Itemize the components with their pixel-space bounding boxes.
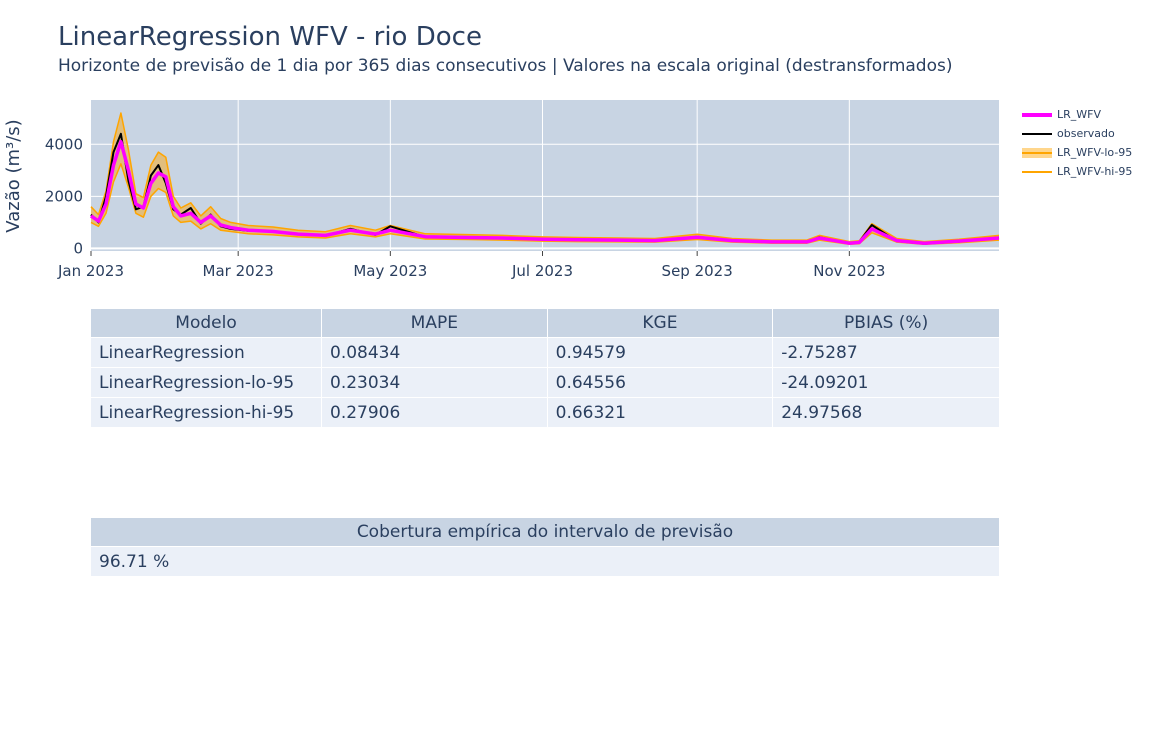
legend-label: LR_WFV bbox=[1057, 108, 1101, 121]
table-cell: LinearRegression bbox=[91, 338, 323, 368]
table-cell: 0.08434 bbox=[322, 338, 548, 368]
table-cell: 0.94579 bbox=[547, 338, 774, 368]
column-header: MAPE bbox=[322, 309, 548, 338]
x-tick-label: Jul 2023 bbox=[511, 262, 573, 280]
y-tick-label: 4000 bbox=[45, 135, 83, 153]
legend-swatch-orange-icon bbox=[1022, 171, 1052, 173]
gridlines bbox=[91, 100, 999, 251]
x-tick-label: Sep 2023 bbox=[662, 262, 733, 280]
y-axis-ticks: 0 2000 4000 bbox=[45, 135, 83, 257]
table-cell: 0.23034 bbox=[322, 368, 548, 398]
legend-swatch-magenta-icon bbox=[1022, 113, 1052, 117]
table-row: LinearRegression 0.08434 0.94579 -2.7528… bbox=[91, 338, 999, 368]
chart-title: LinearRegression WFV - rio Doce bbox=[58, 22, 482, 52]
series-lines bbox=[90, 112, 1000, 245]
table-row: LinearRegression-lo-95 0.23034 0.64556 -… bbox=[91, 368, 999, 398]
table-cell: LinearRegression-hi-95 bbox=[91, 398, 323, 428]
chart-subtitle: Horizonte de previsão de 1 dia por 365 d… bbox=[58, 56, 953, 76]
coverage-header: Cobertura empírica do intervalo de previ… bbox=[91, 518, 999, 547]
table-cell: -24.09201 bbox=[773, 368, 999, 398]
table-cell: 0.64556 bbox=[547, 368, 774, 398]
y-tick-label: 0 bbox=[73, 239, 83, 257]
legend-swatch-band-icon bbox=[1022, 148, 1052, 158]
legend-label: LR_WFV-lo-95 bbox=[1057, 146, 1133, 159]
table-cell: LinearRegression-lo-95 bbox=[91, 368, 323, 398]
x-axis-ticks: Jan 2023 Mar 2023 May 2023 Jul 2023 Sep 2023… bbox=[57, 251, 885, 280]
table-cell: 0.66321 bbox=[547, 398, 774, 428]
table-header-row: Cobertura empírica do intervalo de previ… bbox=[91, 518, 999, 547]
plot-area bbox=[91, 100, 999, 251]
x-tick-label: Nov 2023 bbox=[813, 262, 885, 280]
x-tick-label: Jan 2023 bbox=[57, 262, 124, 280]
series-line-prediction bbox=[90, 139, 1000, 245]
x-tick-label: May 2023 bbox=[353, 262, 427, 280]
y-tick-label: 2000 bbox=[45, 187, 83, 205]
metrics-table: Modelo MAPE KGE PBIAS (%) LinearRegressi… bbox=[91, 309, 999, 428]
table-row: LinearRegression-hi-95 0.27906 0.66321 2… bbox=[91, 398, 999, 428]
table-cell: -2.75287 bbox=[773, 338, 999, 368]
coverage-table: Cobertura empírica do intervalo de previ… bbox=[91, 518, 999, 577]
table-row: 96.71 % bbox=[91, 547, 999, 577]
series-line-upper-bound bbox=[90, 112, 1000, 243]
column-header: PBIAS (%) bbox=[773, 309, 999, 338]
x-tick-label: Mar 2023 bbox=[203, 262, 274, 280]
column-header: Modelo bbox=[91, 309, 323, 338]
column-header: KGE bbox=[547, 309, 774, 338]
legend-swatch-black-icon bbox=[1022, 133, 1052, 135]
table-cell: 24.97568 bbox=[773, 398, 999, 428]
legend-label: observado bbox=[1057, 127, 1115, 140]
legend-label: LR_WFV-hi-95 bbox=[1057, 165, 1133, 178]
coverage-value: 96.71 % bbox=[91, 547, 999, 577]
series-line-lower-bound bbox=[90, 163, 1000, 245]
table-cell: 0.27906 bbox=[322, 398, 548, 428]
y-axis-label: Vazão (m³/s) bbox=[3, 119, 24, 232]
time-series-chart: Jan 2023 Mar 2023 May 2023 Jul 2023 Sep 2023… bbox=[3, 100, 1000, 280]
table-header-row: Modelo MAPE KGE PBIAS (%) bbox=[91, 309, 999, 338]
